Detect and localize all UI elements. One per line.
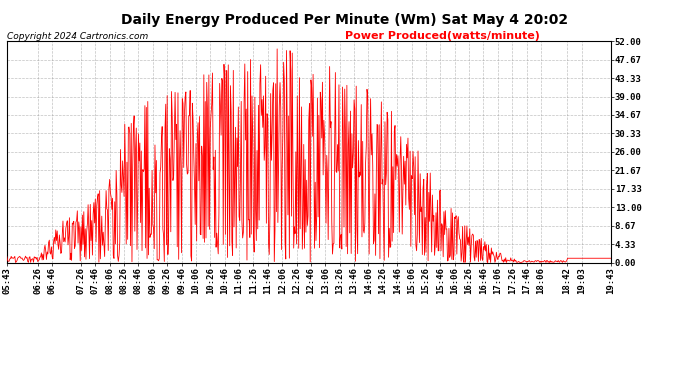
Text: Copyright 2024 Cartronics.com: Copyright 2024 Cartronics.com xyxy=(7,32,148,41)
Text: Daily Energy Produced Per Minute (Wm) Sat May 4 20:02: Daily Energy Produced Per Minute (Wm) Sa… xyxy=(121,13,569,27)
Text: Power Produced(watts/minute): Power Produced(watts/minute) xyxy=(345,32,540,41)
